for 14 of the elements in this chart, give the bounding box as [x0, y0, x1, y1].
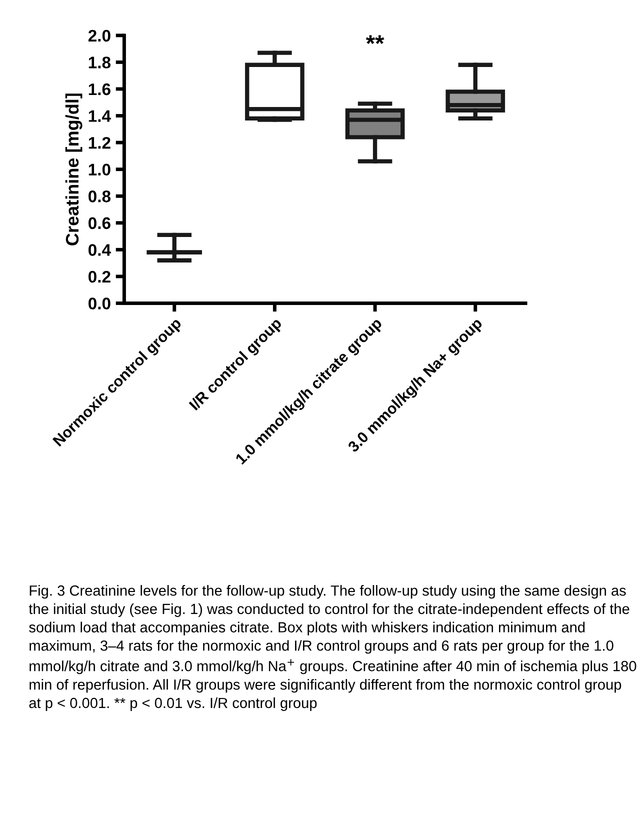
y-tick-label: 0.4	[88, 244, 111, 256]
y-axis-title: Creatinine [mg/dl]	[65, 94, 82, 246]
y-tick-label: 0.0	[88, 298, 110, 310]
y-tick-label: 1.0	[88, 164, 110, 176]
y-tick-label: 1.4	[88, 110, 111, 122]
text: Fig. 3 Creatinine levels for the follow-up study. The follow-up study using the same design as the initial study (see Fig. 1) was conducted to control for the citrate-independent effects of the sodium load that accompanies citrate. Box plots with whiskers indication minimum and maximum, 3–4 rats for the normoxic and I/R control groups and 6 rats per group for the 1.0 mmol/kg/h citrate and 3.0 mmol/kg/h Na$^{+}$ groups. Creatinine after 40 min of ischemia plus 180 min of reperfusion. All I/R groups were significantly different from the normoxic control group at p < 0.001. ** p < 0.01 vs. I/R control group	[28, 585, 636, 711]
y-tick-label: 1.2	[88, 136, 110, 149]
y-tick-label: 1.8	[88, 56, 111, 68]
y-tick-label: 1.6	[88, 83, 110, 96]
y-tick-label: 0.8	[88, 190, 111, 202]
y-tick-label: 0.6	[88, 217, 110, 230]
annotation: **	[366, 35, 384, 44]
y-tick-label: 2.0	[88, 30, 110, 42]
y-tick-label: 0.2	[88, 270, 110, 283]
